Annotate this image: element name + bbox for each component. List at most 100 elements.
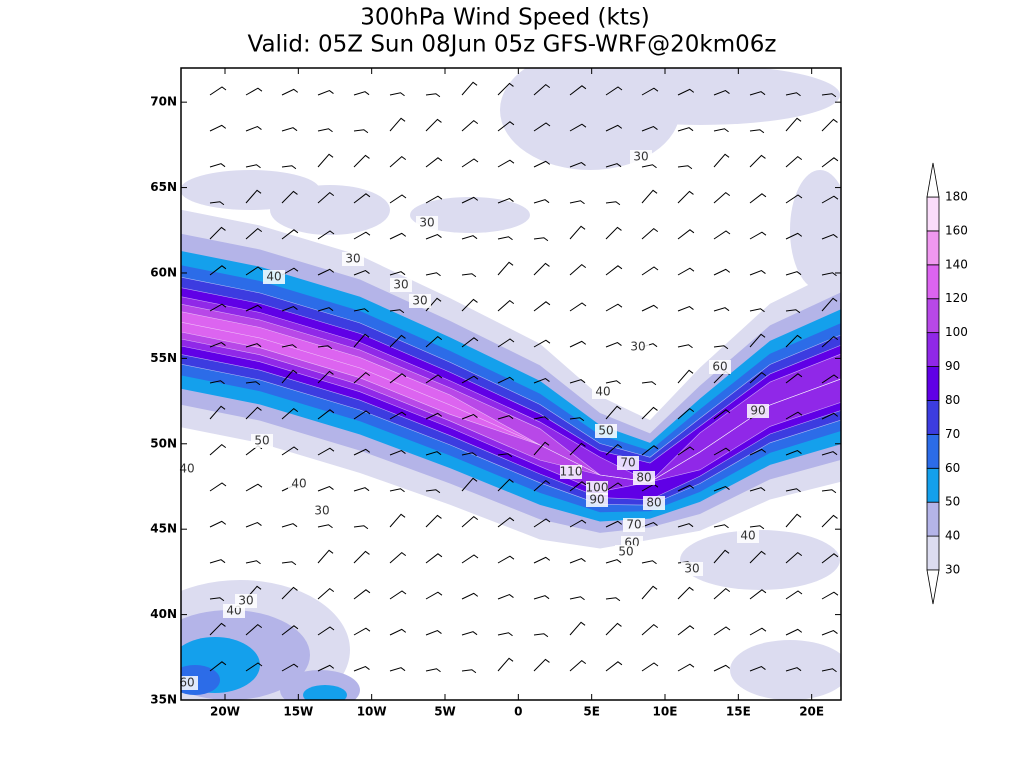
wind-barb <box>821 297 838 312</box>
wind-barb <box>749 525 765 530</box>
wind-barb <box>461 119 479 132</box>
wind-barb <box>353 269 370 276</box>
wind-barb <box>605 124 623 132</box>
colorbar-label: 50 <box>945 495 960 509</box>
wind-barb <box>317 587 335 600</box>
wind-barb <box>281 229 299 240</box>
wind-barb <box>461 158 479 168</box>
wind-barb <box>821 272 837 277</box>
wind-barb <box>317 664 335 672</box>
wind-barb <box>425 412 443 420</box>
wind-barb <box>713 409 731 420</box>
wind-barb <box>425 591 443 600</box>
colorbar-swatch <box>926 264 940 300</box>
wind-barb <box>749 308 765 313</box>
wind-barb <box>461 337 479 348</box>
wind-barb <box>281 305 298 312</box>
wind-barb <box>605 661 623 672</box>
wind-barb <box>209 226 226 240</box>
wind-barb <box>821 514 838 528</box>
wind-barb <box>533 262 550 276</box>
wind-band <box>181 321 841 483</box>
wind-barb <box>569 161 586 168</box>
wind-barb <box>785 232 803 240</box>
wind-barb <box>317 268 335 276</box>
wind-barb <box>677 127 694 132</box>
wind-barb <box>641 227 659 240</box>
wind-barb <box>821 374 839 384</box>
y-tick-label: 45N <box>150 522 177 536</box>
contour-label: 80 <box>646 496 661 510</box>
x-tick-label: 10E <box>653 705 678 719</box>
subtitle: Valid: 05Z Sun 08Jun 05z GFS-WRF@20km06z <box>248 32 777 58</box>
wind-barb <box>209 380 225 385</box>
wind-barb <box>749 371 767 384</box>
wind-barb <box>461 631 478 636</box>
wind-barb <box>569 557 586 564</box>
colorbar-label: 140 <box>945 257 968 271</box>
wind-barb <box>317 128 333 133</box>
wind-barb <box>605 341 622 348</box>
contour-label-box <box>595 424 617 438</box>
wind-barb <box>425 93 441 98</box>
contour-label-box <box>390 278 412 292</box>
wind-shade <box>560 68 840 125</box>
colorbar-swatch <box>926 196 940 232</box>
wind-barb <box>533 237 549 242</box>
wind-barb <box>713 587 731 600</box>
contour-label: 30 <box>633 150 648 164</box>
wind-barb <box>785 117 802 132</box>
contour-label-box <box>615 545 637 559</box>
wind-barb <box>281 267 299 276</box>
wind-barb <box>281 127 298 132</box>
wind-barb <box>677 165 693 170</box>
wind-barb <box>353 154 370 168</box>
colorbar-swatch <box>926 298 940 334</box>
wind-barb <box>245 304 263 312</box>
wind-barb <box>569 123 587 132</box>
wind-barb <box>641 585 658 600</box>
contour-label-box <box>627 340 649 354</box>
contour-label: 30 <box>393 278 408 292</box>
contour-label: 40 <box>266 270 281 284</box>
wind-barb <box>461 273 477 278</box>
wind-barb <box>497 121 515 132</box>
wind-barb <box>533 339 551 348</box>
wind-barb <box>713 307 730 312</box>
wind-barb <box>209 341 226 348</box>
wind-barb <box>785 488 801 493</box>
wind-barb <box>245 521 262 528</box>
wind-barb <box>389 373 407 384</box>
wind-barb <box>605 520 623 528</box>
wind-barb <box>497 593 514 600</box>
wind-shade <box>181 170 320 210</box>
wind-barb <box>281 625 299 636</box>
wind-barb <box>749 627 767 636</box>
wind-barb <box>317 447 335 456</box>
wind-barb <box>821 93 837 98</box>
contour-label: 40 <box>179 462 194 476</box>
wind-barb <box>389 628 407 636</box>
wind-barb <box>209 597 225 602</box>
wind-barb <box>461 413 478 420</box>
wind-barb <box>677 88 695 96</box>
wind-barb <box>209 622 226 636</box>
wind-barb <box>425 553 443 564</box>
wind-barb <box>785 92 801 97</box>
wind-fill <box>181 68 841 700</box>
wind-barb <box>533 441 550 456</box>
wind-barb <box>605 622 622 636</box>
wind-barb <box>605 405 622 420</box>
x-tick-label: 5W <box>434 705 456 719</box>
wind-barb <box>821 668 837 673</box>
wind-barb <box>605 226 622 240</box>
wind-barb <box>281 88 299 96</box>
wind-barb <box>677 229 695 240</box>
wind-barb <box>281 190 298 204</box>
wind-barb <box>605 380 621 385</box>
wind-barb <box>245 189 262 204</box>
wind-barb <box>641 521 658 528</box>
contour-label: 30 <box>314 504 329 518</box>
wind-barb <box>281 586 298 600</box>
wind-barb <box>605 163 622 168</box>
